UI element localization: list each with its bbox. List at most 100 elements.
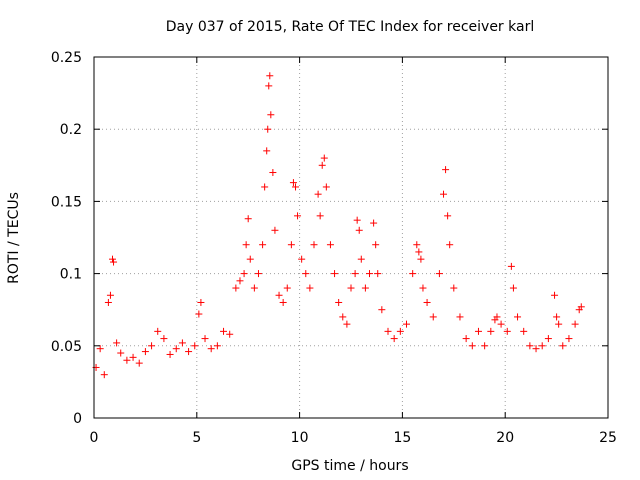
data-point (429, 313, 437, 321)
x-tick-label: 15 (393, 430, 411, 446)
data-point (291, 183, 299, 191)
data-point (298, 255, 306, 263)
data-point (113, 339, 121, 347)
data-point (384, 327, 392, 335)
data-point (263, 147, 271, 155)
data-point (532, 345, 540, 353)
data-point (487, 327, 495, 335)
data-point (240, 270, 248, 278)
x-axis-label: GPS time / hours (291, 458, 408, 474)
data-point (306, 284, 314, 292)
data-point (141, 348, 149, 356)
data-point (100, 371, 108, 379)
data-point (419, 284, 427, 292)
y-axis-label: ROTI / TECUs (6, 192, 22, 284)
data-point (269, 169, 277, 177)
data-point (442, 166, 450, 174)
data-point (259, 241, 267, 249)
data-point (357, 255, 365, 263)
data-point (577, 303, 585, 311)
data-point (514, 313, 522, 321)
data-point (283, 284, 291, 292)
data-point (370, 219, 378, 227)
data-point (372, 241, 380, 249)
data-point (571, 320, 579, 328)
data-point (275, 291, 283, 299)
data-point (129, 353, 137, 361)
data-point (160, 335, 168, 343)
data-point (361, 284, 369, 292)
data-point (195, 310, 203, 318)
data-point (265, 82, 273, 90)
plot-frame (93, 56, 609, 419)
data-point (109, 255, 117, 263)
data-point (544, 335, 552, 343)
data-point (503, 327, 511, 335)
data-point (104, 298, 112, 306)
data-point (415, 248, 423, 256)
data-point (497, 320, 505, 328)
data-point (310, 241, 318, 249)
data-point (267, 111, 275, 119)
data-point (201, 335, 209, 343)
x-tick-label: 10 (291, 430, 309, 446)
data-point (316, 212, 324, 220)
data-point (117, 349, 125, 357)
data-point (374, 270, 382, 278)
y-tick-label: 0.25 (51, 50, 82, 66)
y-tick-label: 0.05 (51, 339, 82, 355)
grid (94, 57, 608, 418)
data-point (254, 270, 262, 278)
chart-title: Day 037 of 2015, Rate Of TEC Index for r… (166, 19, 534, 35)
data-point (538, 342, 546, 350)
data-point (526, 342, 534, 350)
data-point (378, 306, 386, 314)
data-point (440, 190, 448, 198)
data-point (232, 284, 240, 292)
axis-ticks: 0 5 10 15 20 25 0 0.05 0.1 0.15 0.2 0.25 (51, 50, 617, 446)
data-point (279, 298, 287, 306)
x-tick-label: 20 (496, 430, 514, 446)
data-point (474, 327, 482, 335)
data-point (261, 183, 269, 191)
data-point (172, 345, 180, 353)
data-point (446, 241, 454, 249)
data-point (197, 298, 205, 306)
data-point (135, 359, 143, 367)
y-tick-label: 0 (73, 411, 82, 427)
data-points (92, 72, 585, 379)
data-point (553, 313, 561, 321)
data-point (264, 125, 272, 133)
data-point (289, 179, 297, 187)
data-point (390, 335, 398, 343)
data-point (148, 342, 156, 350)
data-point (250, 284, 258, 292)
data-point (244, 215, 252, 223)
data-point (96, 345, 104, 353)
data-point (559, 342, 567, 350)
y-tick-label: 0.2 (60, 122, 82, 138)
y-tick-label: 0.15 (51, 194, 82, 210)
data-point (154, 327, 162, 335)
data-point (226, 330, 234, 338)
data-point (110, 258, 118, 266)
data-point (520, 327, 528, 335)
data-point (339, 313, 347, 321)
data-point (507, 262, 515, 270)
data-point (551, 291, 559, 299)
data-point (242, 241, 250, 249)
data-point (409, 270, 417, 278)
data-point (220, 327, 228, 335)
data-point (351, 270, 359, 278)
data-point (462, 335, 470, 343)
data-point (236, 277, 244, 285)
x-tick-label: 25 (599, 430, 617, 446)
data-point (271, 226, 279, 234)
data-point (555, 320, 563, 328)
data-point (366, 270, 374, 278)
data-point (326, 241, 334, 249)
data-point (320, 154, 328, 162)
data-point (302, 270, 310, 278)
data-point (565, 335, 573, 343)
data-point (123, 356, 131, 364)
